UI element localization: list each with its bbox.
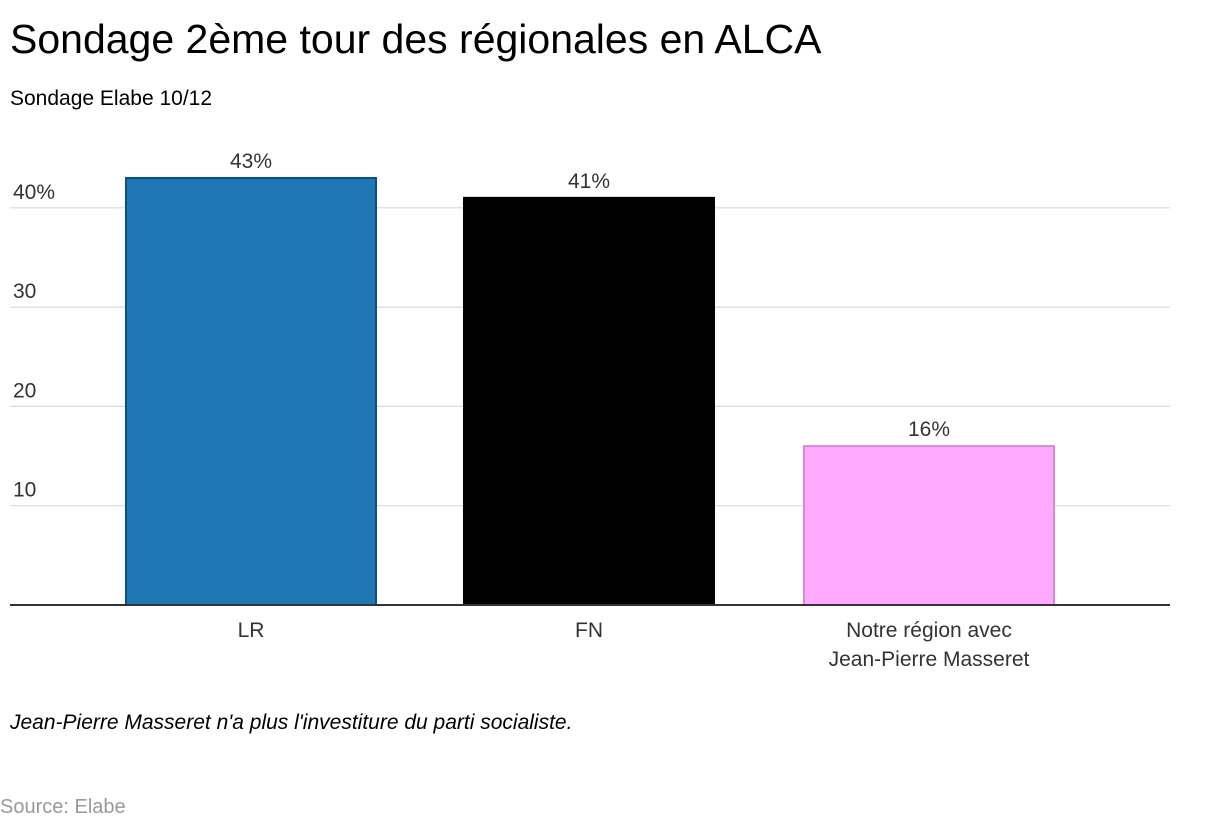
y-tick-label: 30 bbox=[13, 280, 36, 303]
bar-value-label: 16% bbox=[908, 418, 950, 441]
y-tick-label: 10 bbox=[13, 479, 36, 502]
y-tick-label: 40% bbox=[13, 181, 55, 204]
bar bbox=[803, 445, 1055, 606]
value-labels: 43% 41% 16% bbox=[230, 150, 950, 441]
category-labels: LR FN Notre région avec Jean-Pierre Massere… bbox=[238, 619, 1030, 671]
x-category-label: FN bbox=[575, 619, 603, 642]
bar bbox=[463, 196, 715, 607]
source-credit: Source: Elabe bbox=[0, 796, 126, 818]
bar-value-label: 41% bbox=[568, 170, 610, 193]
chart-title: Sondage 2ème tour des régionales en ALCA bbox=[10, 16, 822, 62]
y-axis-ticks: 10 20 30 40% bbox=[13, 181, 55, 502]
bar bbox=[125, 177, 377, 606]
bar-chart: 10 20 30 40% 43% 41% 16% LR FN Notre région ave… bbox=[10, 150, 1170, 671]
x-category-label: LR bbox=[238, 619, 265, 642]
x-category-label: Notre région avec bbox=[846, 619, 1012, 642]
bar-value-label: 43% bbox=[230, 150, 272, 173]
chart-subtitle: Sondage Elabe 10/12 bbox=[10, 87, 213, 110]
bars bbox=[125, 177, 1055, 607]
x-category-label: Jean-Pierre Masseret bbox=[829, 648, 1030, 671]
y-tick-label: 20 bbox=[13, 379, 36, 402]
chart-note: Jean-Pierre Masseret n'a plus l'investit… bbox=[10, 711, 573, 734]
